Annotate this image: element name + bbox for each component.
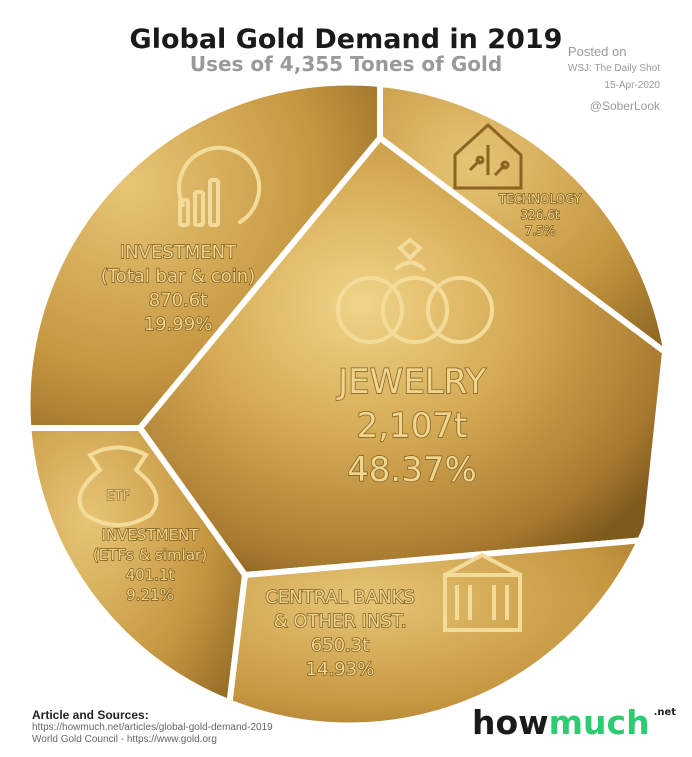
bar-chart-icon — [177, 145, 262, 227]
chart-title: Global Gold Demand in 2019 — [129, 24, 563, 55]
posted-source: WSJ: The Daily Shot — [567, 63, 660, 74]
slice-label-1-line-3: 19.99% — [144, 314, 213, 335]
logo-text-much: much — [548, 703, 650, 742]
footer-link-article[interactable]: https://howmuch.net/articles/global-gold… — [32, 722, 273, 733]
slice-label-1-line-2: 870.6t — [149, 290, 208, 311]
slice-label-4-line-2: 7.5% — [525, 224, 556, 238]
slice-label-0-line-1: 2,107t — [357, 406, 468, 446]
slice-label-2-line-0: CENTRAL BANKS — [265, 587, 415, 608]
footer-sources: Article and Sources: https://howmuch.net… — [32, 708, 273, 746]
howmuch-logo[interactable]: howmuch .net — [472, 703, 676, 742]
slice-label-3-line-3: 9.21% — [126, 586, 174, 604]
slice-label-2-line-1: & OTHER INST. — [274, 611, 407, 632]
money-bag-etf-text: ETF — [106, 489, 130, 504]
money-bag-icon — [77, 445, 159, 527]
slice-label-0-line-2: 48.37% — [347, 450, 477, 490]
bank-icon — [443, 552, 522, 632]
posted-date: 15-Apr-2020 — [604, 80, 660, 91]
footer-link-gold-council[interactable]: World Gold Council - https://www.gold.or… — [32, 734, 217, 745]
logo-text-net: .net — [653, 707, 677, 718]
circuit-house-icon — [453, 122, 523, 190]
slice-label-1-line-1: (Total bar & coin) — [101, 266, 255, 287]
slice-label-2-line-3: 14.93% — [306, 659, 375, 680]
slice-label-4-line-1: 326.6t — [520, 208, 559, 222]
slice-label-4-line-0: TECHNOLOGY — [498, 192, 582, 206]
slice-label-3-line-0: INVESTMENT — [102, 526, 200, 544]
slice-label-0-line-0: JEWELRY — [336, 362, 486, 402]
slice-label-3-line-2: 401.1t — [126, 566, 175, 584]
slice-label-3-line-1: (ETFs & simlar) — [93, 546, 207, 564]
posted-handle: @SoberLook — [589, 99, 660, 113]
chart-subtitle: Uses of 4,355 Tones of Gold — [189, 52, 503, 76]
footer-title: Article and Sources: — [32, 708, 149, 722]
rings-icon — [336, 237, 494, 344]
posted-on-label: Posted on — [567, 44, 627, 59]
slice-label-2-line-2: 650.3t — [311, 635, 370, 656]
logo-text-how: how — [472, 703, 549, 742]
posted-info: Posted on WSJ: The Daily Shot 15-Apr-202… — [568, 44, 660, 113]
slice-label-1-line-0: INVESTMENT — [120, 242, 237, 263]
